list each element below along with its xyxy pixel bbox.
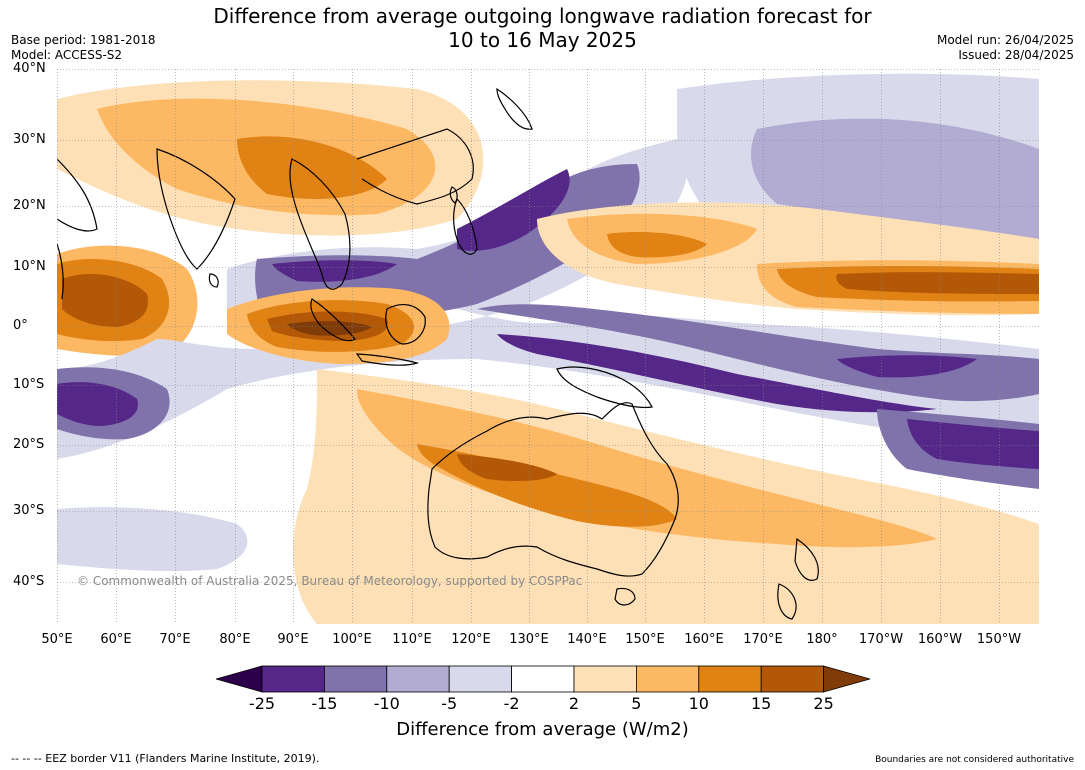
colorbar-title: Difference from average (W/m2)	[396, 719, 689, 740]
copyright-notice: © Commonwealth of Australia 2025, Bureau…	[77, 574, 583, 588]
colorbar-tick-label: -2	[503, 694, 520, 713]
colorbar-swatch	[635, 665, 700, 693]
model-run: Model run: 26/04/2025	[936, 33, 1074, 47]
longitude-label: 150°W	[976, 632, 1022, 647]
meta-right: Model run: 26/04/2025 Issued: 28/04/2025	[937, 33, 1074, 63]
colorbar-min-arrow	[214, 665, 263, 693]
colorbar-swatch	[386, 665, 450, 693]
latitude-label: 30°N	[13, 132, 46, 147]
map-title: Difference from average outgoing longwav…	[0, 4, 1085, 52]
longitude-label: 140°E	[567, 632, 607, 647]
boundaries-disclaimer: Boundaries are not considered authoritat…	[875, 755, 1074, 765]
longitude-label: 80°E	[219, 632, 251, 647]
anomaly-field	[57, 69, 1039, 624]
colorbar-tick-label: 10	[688, 694, 709, 713]
latitude-label: 10°S	[13, 377, 45, 392]
colorbar-swatch	[448, 665, 512, 693]
longitude-label: 110°E	[392, 632, 432, 647]
eez-legend: -- -- -- EEZ border V11 (Flanders Marine…	[11, 752, 320, 765]
colorbar-swatch	[324, 665, 388, 693]
longitude-label: 90°E	[277, 632, 309, 647]
colorbar-tick-label: -15	[311, 694, 338, 713]
colorbar-tick-label: -5	[441, 694, 458, 713]
latitude-label: 20°S	[13, 437, 45, 452]
meta-left: Base period: 1981-2018 Model: ACCESS-S2	[11, 33, 156, 63]
longitude-label: 170°E	[743, 632, 783, 647]
colorbar-max-arrow	[823, 665, 872, 693]
longitude-label: 160°E	[684, 632, 724, 647]
latitude-label: 30°S	[13, 503, 45, 518]
colorbar	[214, 665, 872, 693]
longitude-label: 60°E	[100, 632, 132, 647]
title-line-1: Difference from average outgoing longwav…	[213, 4, 872, 28]
longitude-label: 130°E	[509, 632, 549, 647]
colorbar-swatch	[261, 665, 325, 693]
colorbar-swatch	[760, 665, 825, 693]
colorbar-tick-label: 2	[568, 694, 580, 713]
latitude-label: 20°N	[13, 198, 46, 213]
longitude-label: 100°E	[332, 632, 372, 647]
longitude-label: 160°W	[917, 632, 963, 647]
colorbar-swatch	[573, 665, 637, 693]
colorbar-swatches	[214, 665, 872, 693]
colorbar-tick-label: 5	[631, 694, 642, 713]
colorbar-tick-label: -25	[248, 694, 276, 713]
colorbar-swatch	[698, 665, 762, 693]
latitude-label: 10°N	[13, 259, 46, 274]
graticule	[57, 69, 1039, 624]
longitude-label: 150°E	[625, 632, 665, 647]
issued-date: Issued: 28/04/2025	[958, 48, 1074, 62]
base-period: Base period: 1981-2018	[11, 33, 156, 47]
latitude-label: 40°N	[13, 61, 46, 76]
longitude-label: 70°E	[159, 632, 191, 647]
colorbar-swatch	[511, 665, 575, 693]
colorbar-tick-label: -10	[373, 694, 400, 713]
longitude-label: 180°	[806, 632, 838, 647]
longitude-label: 120°E	[451, 632, 491, 647]
anomaly-map: © Commonwealth of Australia 2025, Bureau…	[57, 69, 1039, 624]
latitude-label: 0°	[13, 318, 28, 333]
longitude-label: 50°E	[41, 632, 73, 647]
model-name: Model: ACCESS-S2	[11, 48, 123, 62]
colorbar-tick-label: 25	[813, 694, 834, 713]
title-line-2: 10 to 16 May 2025	[448, 28, 637, 52]
colorbar-tick-label: 15	[751, 694, 772, 713]
latitude-label: 40°S	[13, 574, 45, 589]
longitude-label: 170°W	[858, 632, 904, 647]
